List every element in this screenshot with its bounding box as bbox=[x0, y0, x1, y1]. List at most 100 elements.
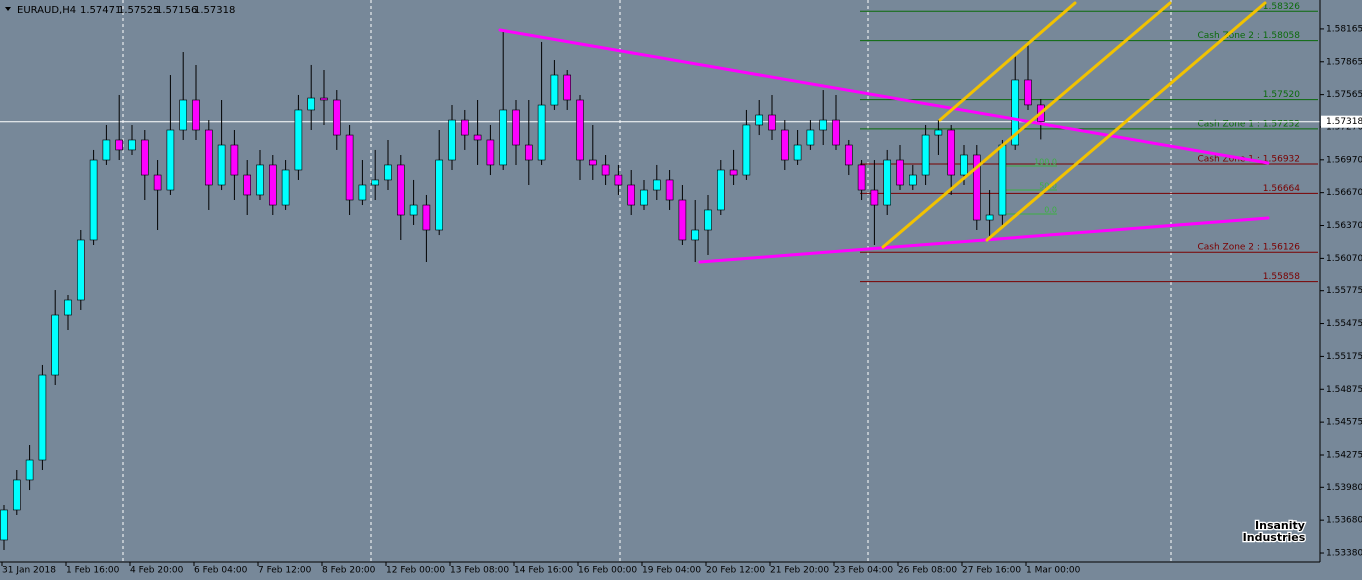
candle-body bbox=[601, 164, 610, 176]
candle-body bbox=[576, 99, 584, 161]
candle-body bbox=[563, 74, 572, 101]
open-value: 1.57471 bbox=[80, 5, 121, 16]
y-tick-label: 1.57865 bbox=[1326, 57, 1362, 67]
candle-body bbox=[384, 164, 392, 181]
candle-body bbox=[857, 164, 866, 191]
level-label: Cash Zone 2 : 1.58058 bbox=[1197, 31, 1300, 41]
x-tick-label: 14 Feb 16:00 bbox=[514, 566, 573, 576]
y-tick-label: 1.56370 bbox=[1326, 221, 1362, 231]
candle-body bbox=[716, 169, 725, 211]
candle-body bbox=[128, 139, 136, 151]
candle-body bbox=[332, 99, 341, 136]
x-tick-label: 16 Feb 00:00 bbox=[578, 566, 637, 576]
candle-body bbox=[896, 159, 904, 186]
candle-body bbox=[115, 139, 123, 151]
candle-body bbox=[89, 159, 98, 241]
level-label: 1.58326 bbox=[1263, 2, 1300, 12]
x-tick-label: 26 Feb 08:00 bbox=[898, 566, 957, 576]
candle-body bbox=[179, 99, 187, 131]
x-tick-label: 19 Feb 04:00 bbox=[642, 566, 701, 576]
x-tick-label: 13 Feb 08:00 bbox=[450, 566, 509, 576]
candle-body bbox=[13, 479, 21, 511]
current-price-label: 1.57318 bbox=[1326, 117, 1362, 127]
x-tick-label: 7 Feb 12:00 bbox=[258, 566, 312, 576]
x-tick-label: 21 Feb 20:00 bbox=[770, 566, 829, 576]
y-tick-label: 1.53380 bbox=[1326, 549, 1362, 559]
close-value: 1.57318 bbox=[194, 5, 235, 16]
y-tick-label: 1.56970 bbox=[1326, 155, 1362, 165]
candle-body bbox=[691, 229, 700, 241]
candle-body bbox=[806, 129, 815, 146]
x-tick-label: 31 Jan 2018 bbox=[2, 566, 56, 576]
levels: 1.58326 Cash Zone 2 : 1.58058 1.57520 Cash … bbox=[0, 2, 1320, 283]
candle-body bbox=[921, 134, 930, 176]
channel-line bbox=[938, 1, 1077, 122]
x-tick-label: 6 Feb 04:00 bbox=[194, 566, 248, 576]
candle-body bbox=[588, 159, 597, 166]
candle-body bbox=[141, 139, 149, 176]
candle-body bbox=[51, 314, 60, 376]
x-tick-label: 12 Feb 00:00 bbox=[386, 566, 445, 576]
candle-body bbox=[998, 144, 1007, 216]
candle-body bbox=[704, 209, 712, 231]
candle-body bbox=[870, 189, 879, 206]
y-tick-label: 1.54275 bbox=[1326, 450, 1362, 460]
candle-body bbox=[38, 374, 47, 461]
candle-body bbox=[729, 169, 738, 176]
candle-body bbox=[524, 144, 533, 161]
candle-body bbox=[192, 99, 200, 131]
candle-body bbox=[320, 97, 328, 101]
candle-body bbox=[960, 154, 968, 176]
y-tick-label: 1.53680 bbox=[1326, 516, 1362, 526]
candle-body bbox=[205, 129, 213, 186]
candle-body bbox=[614, 174, 623, 186]
candle-body bbox=[77, 239, 85, 301]
candle-body bbox=[422, 204, 431, 231]
level-label: 1.57520 bbox=[1263, 90, 1300, 100]
candle-body bbox=[409, 204, 418, 216]
y-tick-label: 1.55175 bbox=[1326, 352, 1362, 362]
candle-body bbox=[780, 129, 789, 161]
fib-label: 100.0 bbox=[1034, 158, 1057, 167]
candle-body bbox=[550, 74, 559, 106]
candle-body bbox=[64, 299, 72, 316]
y-tick-label: 1.55475 bbox=[1326, 319, 1362, 329]
level-label: 1.55858 bbox=[1263, 272, 1300, 282]
candle-body bbox=[243, 174, 251, 196]
candle-body bbox=[832, 119, 840, 146]
period-separators bbox=[122, 0, 1172, 562]
level-label: Cash Zone 1 : 1.57252 bbox=[1197, 119, 1300, 129]
y-tick-label: 1.58165 bbox=[1326, 24, 1362, 34]
candle-body bbox=[883, 159, 892, 206]
candle-body bbox=[307, 97, 316, 111]
y-tick-label: 1.57565 bbox=[1326, 90, 1362, 100]
x-tick-label: 1 Feb 16:00 bbox=[66, 566, 120, 576]
candle-body bbox=[358, 184, 367, 201]
x-tick-label: 27 Feb 16:00 bbox=[962, 566, 1021, 576]
candle-body bbox=[166, 129, 175, 191]
y-tick-label: 1.56670 bbox=[1326, 188, 1362, 198]
x-tick-label: 4 Feb 20:00 bbox=[130, 566, 184, 576]
candle-body bbox=[294, 109, 303, 171]
candle-body bbox=[473, 134, 482, 141]
candle-body bbox=[460, 119, 469, 136]
candle-body bbox=[1024, 79, 1032, 106]
candle-body bbox=[678, 199, 687, 241]
low-value: 1.57156 bbox=[156, 5, 197, 16]
candle-body bbox=[281, 169, 290, 206]
candle-body bbox=[486, 139, 495, 166]
candle-body bbox=[665, 179, 674, 201]
x-tick-label: 23 Feb 04:00 bbox=[834, 566, 893, 576]
candle-body bbox=[819, 119, 828, 131]
candle-body bbox=[217, 144, 226, 186]
menu-arrow[interactable] bbox=[5, 7, 11, 11]
y-tick-label: 1.54575 bbox=[1326, 418, 1362, 428]
candle-body bbox=[102, 139, 111, 161]
candle-body bbox=[908, 174, 917, 186]
candle-body bbox=[755, 114, 764, 126]
candle-body bbox=[947, 129, 956, 176]
candle-body bbox=[972, 154, 981, 221]
